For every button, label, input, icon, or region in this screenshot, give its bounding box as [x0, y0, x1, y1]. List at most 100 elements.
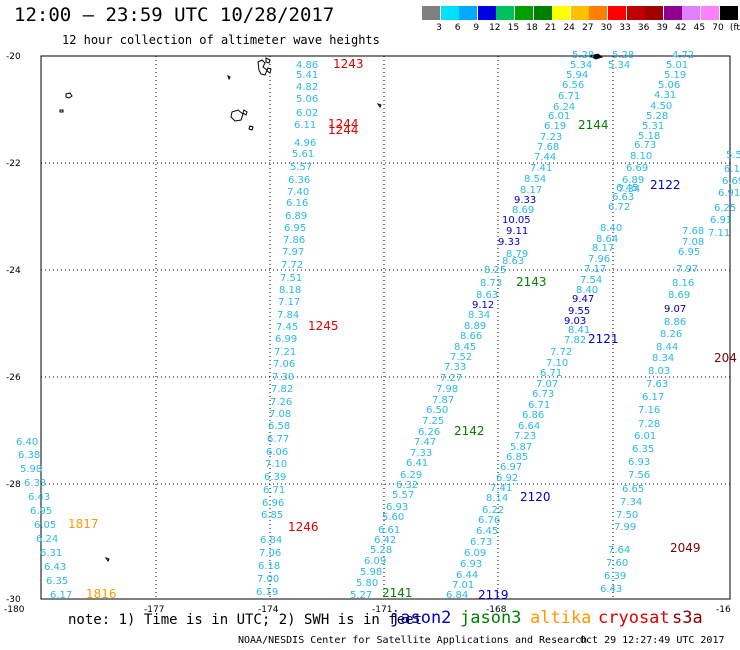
wave-height-value: 7.82	[564, 335, 586, 346]
wave-height-value: 8.03	[648, 366, 670, 377]
wave-height-value: 6.76	[478, 515, 500, 526]
wave-height-value: 6.64	[518, 421, 540, 432]
pass-number-label: 204	[714, 351, 737, 365]
wave-height-value: 6.50	[426, 405, 448, 416]
colorbar-label: 9	[473, 23, 480, 33]
wave-height-value: 9.33	[498, 237, 520, 248]
wave-height-value: 8.40	[600, 223, 622, 234]
wave-height-value: 6.06	[266, 447, 288, 458]
wave-height-value: 6.1	[724, 164, 740, 175]
longitude-label: -171	[372, 605, 392, 615]
wave-height-value: 9.55	[568, 306, 590, 317]
wave-height-value: 5.57	[290, 162, 312, 173]
wave-height-value: 8.69	[668, 290, 690, 301]
pass-number-label: 1246	[288, 520, 319, 534]
island-outlines	[59, 53, 604, 562]
wave-height-value: 6.85	[261, 510, 283, 521]
wave-height-value: 7.34	[620, 497, 642, 508]
wave-height-value: 6.61	[378, 525, 400, 536]
colorbar-swatch	[515, 6, 533, 20]
wave-height-value: 7.47	[414, 437, 436, 448]
colorbar-swatch	[663, 6, 682, 20]
wave-height-value: 6.25	[714, 203, 736, 214]
wave-height-value: 7.27	[440, 373, 462, 384]
wave-height-value: 7.08	[682, 237, 704, 248]
wave-height-value: 7.17	[584, 264, 606, 275]
colorbar-swatch	[422, 6, 440, 20]
wave-height-value: 6.35	[632, 444, 654, 455]
wave-height-value: 7.82	[271, 384, 293, 395]
wave-height-value: 6.43	[600, 584, 622, 595]
wave-height-value: 6.73	[470, 537, 492, 548]
wave-height-value: 6.84	[260, 535, 282, 546]
wave-height-value: 6.58	[268, 421, 290, 432]
wave-height-value: 10.05	[502, 215, 531, 226]
wave-height-value: 6.43	[44, 562, 66, 573]
wave-height-value: 6.11	[294, 120, 316, 131]
wave-height-value: 8.34	[468, 310, 490, 321]
colorbar-swatch	[533, 6, 552, 20]
wave-height-value: 9.03	[564, 316, 586, 327]
wave-height-value: 6.35	[46, 576, 68, 587]
wave-height-value: 7.10	[546, 358, 568, 369]
wave-height-value: 6.44	[456, 570, 478, 581]
colorbar-label: 15	[507, 23, 520, 33]
wave-height-value: 5.18	[638, 131, 660, 142]
wave-height-value: 7.56	[628, 470, 650, 481]
wave-height-value: 6.95	[30, 506, 52, 517]
colorbar-swatch	[477, 6, 496, 20]
wave-height-value: 5.31	[642, 121, 664, 132]
wave-height-value: 4.72	[672, 50, 694, 61]
wave-height-value: 7.97	[676, 264, 698, 275]
wave-height-value: 7.25	[422, 416, 444, 427]
wave-height-value: 7.23	[540, 132, 562, 143]
wave-height-value: 6.42	[374, 535, 396, 546]
wave-height-value: 7.84	[277, 310, 299, 321]
wave-height-value: 5.34	[570, 60, 592, 71]
altimeter-tracks: 4.865.414.825.066.026.114.965.615.576.36…	[16, 50, 740, 601]
wave-height-value: 7.68	[682, 226, 704, 237]
colorbar-label: 6	[454, 23, 461, 33]
wave-height-value: 8.25	[484, 265, 506, 276]
wave-height-value: 8.69	[512, 205, 534, 216]
wave-height-value: 6.93	[460, 559, 482, 570]
pass-number-label: 1244	[328, 123, 359, 137]
wave-height-value: 7.21	[274, 347, 296, 358]
colorbar-label: 18	[526, 23, 538, 33]
colorbar-swatch	[459, 6, 478, 20]
colorbar-label: 3	[436, 23, 442, 33]
wave-height-value: 8.44	[656, 342, 678, 353]
wave-height-value: 8.73	[480, 278, 502, 289]
wave-height-value: 6.72	[608, 202, 630, 213]
wave-height-value: 6.71	[263, 485, 285, 496]
colorbar-label: 21	[544, 23, 557, 33]
colorbar-swatch	[570, 6, 589, 20]
wave-height-value: 7.50	[616, 510, 638, 521]
satellite-legend-item: jason3	[460, 608, 522, 628]
colorbar-swatch	[626, 6, 645, 20]
pass-number-label: 2049	[670, 541, 701, 555]
wave-height-value: 6.22	[482, 505, 504, 516]
wave-height-value: 7.07	[536, 379, 558, 390]
wave-height-value: 7.63	[646, 379, 668, 390]
pass-number-label: 2142	[454, 424, 485, 438]
wave-height-value: 6.02	[296, 108, 318, 119]
wave-height-value: 8.14	[486, 493, 508, 504]
wave-height-value: 6.01	[634, 431, 656, 442]
wave-height-value: 5.28	[370, 545, 392, 556]
wave-height-value: 5.60	[382, 512, 404, 523]
pass-number-label: 1245	[308, 319, 339, 333]
latitude-label: -20	[6, 52, 21, 62]
wave-height-value: 7.28	[638, 419, 660, 430]
wave-height-value: 6.71	[558, 91, 580, 102]
wave-height-value: 7.23	[514, 431, 536, 442]
wave-height-value: 7.06	[273, 359, 295, 370]
satellite-legend-item: s3a	[672, 608, 703, 628]
wave-height-value: 7.45	[276, 322, 298, 333]
wave-height-value: 6.39	[264, 472, 286, 483]
map-subtitle: 12 hour collection of altimeter wave hei…	[62, 33, 380, 47]
longitude-label: -16	[716, 605, 731, 615]
wave-height-value: 5.57	[392, 490, 414, 501]
wave-height-value: 5.98	[360, 567, 382, 578]
